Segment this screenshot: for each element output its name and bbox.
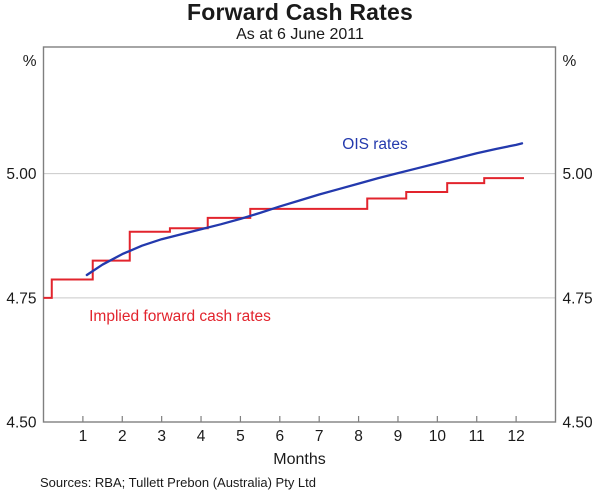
- y-axis-tick-label: 5.00: [563, 166, 594, 183]
- x-axis-title: Months: [273, 451, 326, 468]
- x-axis-tick-label: 4: [197, 428, 206, 445]
- y-axis-unit-label: %: [563, 53, 577, 70]
- x-axis-tick-label: 11: [469, 428, 485, 445]
- sources-note: Sources: RBA; Tullett Prebon (Australia)…: [40, 475, 317, 490]
- implied-forward-series-label: Implied forward cash rates: [89, 308, 271, 325]
- ois-line: [85, 142, 524, 277]
- x-axis-tick-label: 7: [315, 428, 324, 445]
- y-axis-tick-label: 4.50: [6, 415, 37, 432]
- plot-frame: [42, 46, 557, 423]
- y-axis-tick-label: 4.75: [563, 290, 593, 307]
- y-axis-tick-label: 5.00: [6, 166, 37, 183]
- x-axis-tick-label: 6: [275, 428, 284, 445]
- x-axis-tick-label: 10: [429, 428, 447, 445]
- x-axis-tick-label: 12: [507, 428, 524, 445]
- y-axis-unit-label: %: [23, 53, 37, 70]
- x-axis-tick-label: 2: [118, 428, 127, 445]
- x-axis-tick-label: 3: [157, 428, 166, 445]
- x-axis-tick-label: 9: [394, 428, 403, 445]
- chart-subtitle: As at 6 June 2011: [236, 26, 364, 43]
- ois-series-label: OIS rates: [342, 136, 408, 153]
- x-axis-tick-label: 1: [79, 428, 88, 445]
- x-axis-tick-label: 5: [236, 428, 245, 445]
- implied-forward-line: [43, 177, 524, 299]
- y-axis-tick-label: 4.75: [6, 290, 36, 307]
- chart-title: Forward Cash Rates: [187, 0, 413, 25]
- x-axis-tick-label: 8: [354, 428, 363, 445]
- y-axis-tick-label: 4.50: [563, 415, 594, 432]
